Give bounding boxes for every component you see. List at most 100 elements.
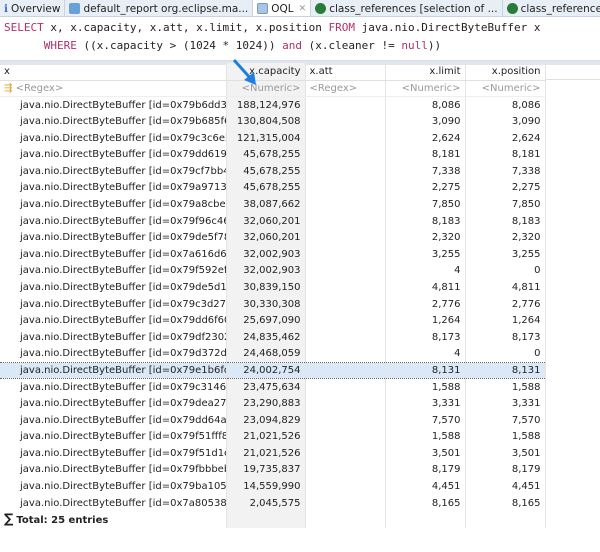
filter-input[interactable]: <Numeric> [465, 80, 546, 98]
cell-x-position: 8,181 [465, 146, 546, 163]
cell-x: java.nio.DirectByteBuffer [id=0x79dd6f60… [0, 312, 227, 329]
cell-x-limit: 3,501 [385, 445, 466, 462]
cell-x: java.nio.DirectByteBuffer [id=0x79cf7bb4… [0, 162, 227, 180]
table-row[interactable]: java.nio.DirectByteBuffer [id=0x79dd6f60… [0, 312, 546, 329]
results-table: x x.capacity x.att x.limit x.position ⇶ <Reg… [0, 63, 546, 529]
cell-x-limit: 4,811 [385, 279, 466, 296]
cell-x-att [305, 279, 386, 296]
cell-x-att [305, 428, 386, 446]
cell-x: java.nio.DirectByteBuffer [id=0x79e1b6fd… [0, 361, 227, 380]
cell-x-att [305, 295, 386, 313]
cell-x-limit: 8,179 [385, 461, 466, 479]
cell-x: java.nio.DirectByteBuffer [id=0x79c3d27f… [0, 295, 227, 313]
filter-input[interactable]: <Numeric> [226, 80, 306, 98]
cell-x: java.nio.DirectByteBuffer [id=0x79f592ef… [0, 262, 227, 280]
cell-x-limit: 4 [385, 262, 466, 280]
cell-x-position: 8,165 [465, 494, 546, 512]
cell-x-limit: 1,588 [385, 428, 466, 446]
cell-x: java.nio.DirectByteBuffer [id=0x79f51fff… [0, 428, 227, 446]
cell-x-capacity: 25,697,090 [226, 312, 306, 329]
cell-x-att [305, 361, 386, 380]
cell-x-att [305, 328, 386, 346]
tab-label: OQL [271, 2, 294, 15]
cell-x-position: 8,131 [465, 361, 546, 380]
cell-x: java.nio.DirectByteBuffer [id=0x79a97136… [0, 179, 227, 197]
table-row[interactable]: java.nio.DirectByteBuffer [id=0x79dea278… [0, 395, 546, 412]
filter-placeholder: <Regex> [309, 82, 358, 94]
table-row[interactable]: java.nio.DirectByteBuffer [id=0x79f96c46… [0, 212, 546, 230]
cell-x-limit: 7,338 [385, 162, 466, 180]
column-header-x-capacity[interactable]: x.capacity [226, 63, 306, 81]
table-row[interactable]: java.nio.DirectByteBuffer [id=0x79b6dd3e… [0, 96, 546, 114]
cell-x-limit: 8,086 [385, 96, 466, 114]
cell-x-position: 8,183 [465, 212, 546, 230]
table-row[interactable]: java.nio.DirectByteBuffer [id=0x79fbbbeb… [0, 461, 546, 479]
cell-x-att [305, 196, 386, 213]
table-row[interactable]: java.nio.DirectByteBuffer [id=0x79f592ef… [0, 262, 546, 280]
table-row[interactable]: java.nio.DirectByteBuffer [id=0x79c31466… [0, 378, 546, 396]
cell-x-att [305, 96, 386, 114]
cell-x: java.nio.DirectByteBuffer [id=0x79d372dc… [0, 345, 227, 363]
table-row[interactable]: java.nio.DirectByteBuffer [id=0x7a805389… [0, 494, 546, 512]
table-row[interactable]: java.nio.DirectByteBuffer [id=0x79c3d27f… [0, 295, 546, 313]
cell-x-position: 4,451 [465, 478, 546, 495]
table-row[interactable]: java.nio.DirectByteBuffer [id=0x7a616d6f… [0, 245, 546, 263]
cell-x-capacity: 30,330,308 [226, 295, 306, 313]
table-row[interactable]: java.nio.DirectByteBuffer [id=0x79b685f6… [0, 113, 546, 130]
cell-x-position: 2,624 [465, 129, 546, 147]
oql-editor[interactable]: SELECT x, x.capacity, x.att, x.limit, x.… [0, 17, 600, 61]
tab-oql[interactable]: OQL ✕ [253, 0, 312, 16]
cell-x-capacity: 38,087,662 [226, 196, 306, 213]
cell-x: java.nio.DirectByteBuffer [id=0x79f51d1e… [0, 445, 227, 462]
table-row[interactable]: java.nio.DirectByteBuffer [id=0x79dd6196… [0, 146, 546, 163]
table-row[interactable]: java.nio.DirectByteBuffer [id=0x79de5d1e… [0, 279, 546, 296]
cell-x-att [305, 229, 386, 246]
cell-x-position: 8,179 [465, 461, 546, 479]
class-references-icon [506, 3, 518, 14]
keyword: and [282, 39, 303, 52]
table-row[interactable]: java.nio.DirectByteBuffer [id=0x79f51d1e… [0, 445, 546, 462]
cell-x-position: 2,320 [465, 229, 546, 246]
cell-x: java.nio.DirectByteBuffer [id=0x79b685f6… [0, 113, 227, 130]
cell-x-capacity: 14,559,990 [226, 478, 306, 495]
cell-x-position: 7,850 [465, 196, 546, 213]
table-row[interactable]: java.nio.DirectByteBuffer [id=0x79a8cbee… [0, 196, 546, 213]
table-row[interactable]: java.nio.DirectByteBuffer [id=0x79ba1053… [0, 478, 546, 495]
cell-x-position: 4,811 [465, 279, 546, 296]
table-row[interactable]: java.nio.DirectByteBuffer [id=0x79f51fff… [0, 428, 546, 446]
tab-overview[interactable]: i Overview [0, 0, 66, 16]
table-row[interactable]: java.nio.DirectByteBuffer [id=0x79a97136… [0, 179, 546, 197]
cell-x-att [305, 494, 386, 512]
table-row[interactable]: java.nio.DirectByteBuffer [id=0x79c3c6e2… [0, 129, 546, 147]
cell-x-capacity: 45,678,255 [226, 146, 306, 163]
cell-x-att [305, 461, 386, 479]
close-icon[interactable]: ✕ [298, 3, 307, 14]
cell-x-capacity: 32,060,201 [226, 212, 306, 230]
column-header-x[interactable]: x [0, 63, 227, 81]
filter-input[interactable]: <Regex> [305, 80, 386, 98]
filter-icon: ⇶ [4, 82, 16, 94]
table-row[interactable]: java.nio.DirectByteBuffer [id=0x79d372dc… [0, 345, 546, 363]
cell-x-capacity: 188,124,976 [226, 96, 306, 114]
cell-x-limit: 8,183 [385, 212, 466, 230]
filter-input[interactable]: ⇶ <Regex> [0, 80, 227, 98]
query-text: x, x.capacity, x.att, x.limit, x.positio… [43, 21, 329, 34]
table-row[interactable]: java.nio.DirectByteBuffer [id=0x79df2302… [0, 328, 546, 346]
table-row[interactable]: java.nio.DirectByteBuffer [id=0x79e1b6fd… [0, 361, 546, 380]
cell-x-capacity: 45,678,255 [226, 162, 306, 180]
tab-default_report[interactable]: default_report org.eclipse.ma... [65, 0, 254, 16]
column-header-x-limit[interactable]: x.limit [385, 63, 466, 81]
column-header-x-position[interactable]: x.position [465, 63, 546, 81]
filter-placeholder: <Numeric> [241, 82, 301, 94]
table-row[interactable]: java.nio.DirectByteBuffer [id=0x79dd64a4… [0, 411, 546, 429]
cell-x: java.nio.DirectByteBuffer [id=0x7a616d6f… [0, 245, 227, 263]
table-row[interactable]: java.nio.DirectByteBuffer [id=0x79cf7bb4… [0, 162, 546, 180]
cell-x-capacity: 45,678,255 [226, 179, 306, 197]
table-row[interactable]: java.nio.DirectByteBuffer [id=0x79de5f78… [0, 229, 546, 246]
cell-x: java.nio.DirectByteBuffer [id=0x79b6dd3e… [0, 96, 227, 114]
filter-input[interactable]: <Numeric> [385, 80, 466, 98]
tab-class_references[interactable]: class_references [sele [503, 0, 600, 16]
cell-x-limit: 8,165 [385, 494, 466, 512]
tab-class_references[interactable]: class_references [selection of ... [311, 0, 503, 16]
column-header-x-att[interactable]: x.att [305, 63, 386, 81]
